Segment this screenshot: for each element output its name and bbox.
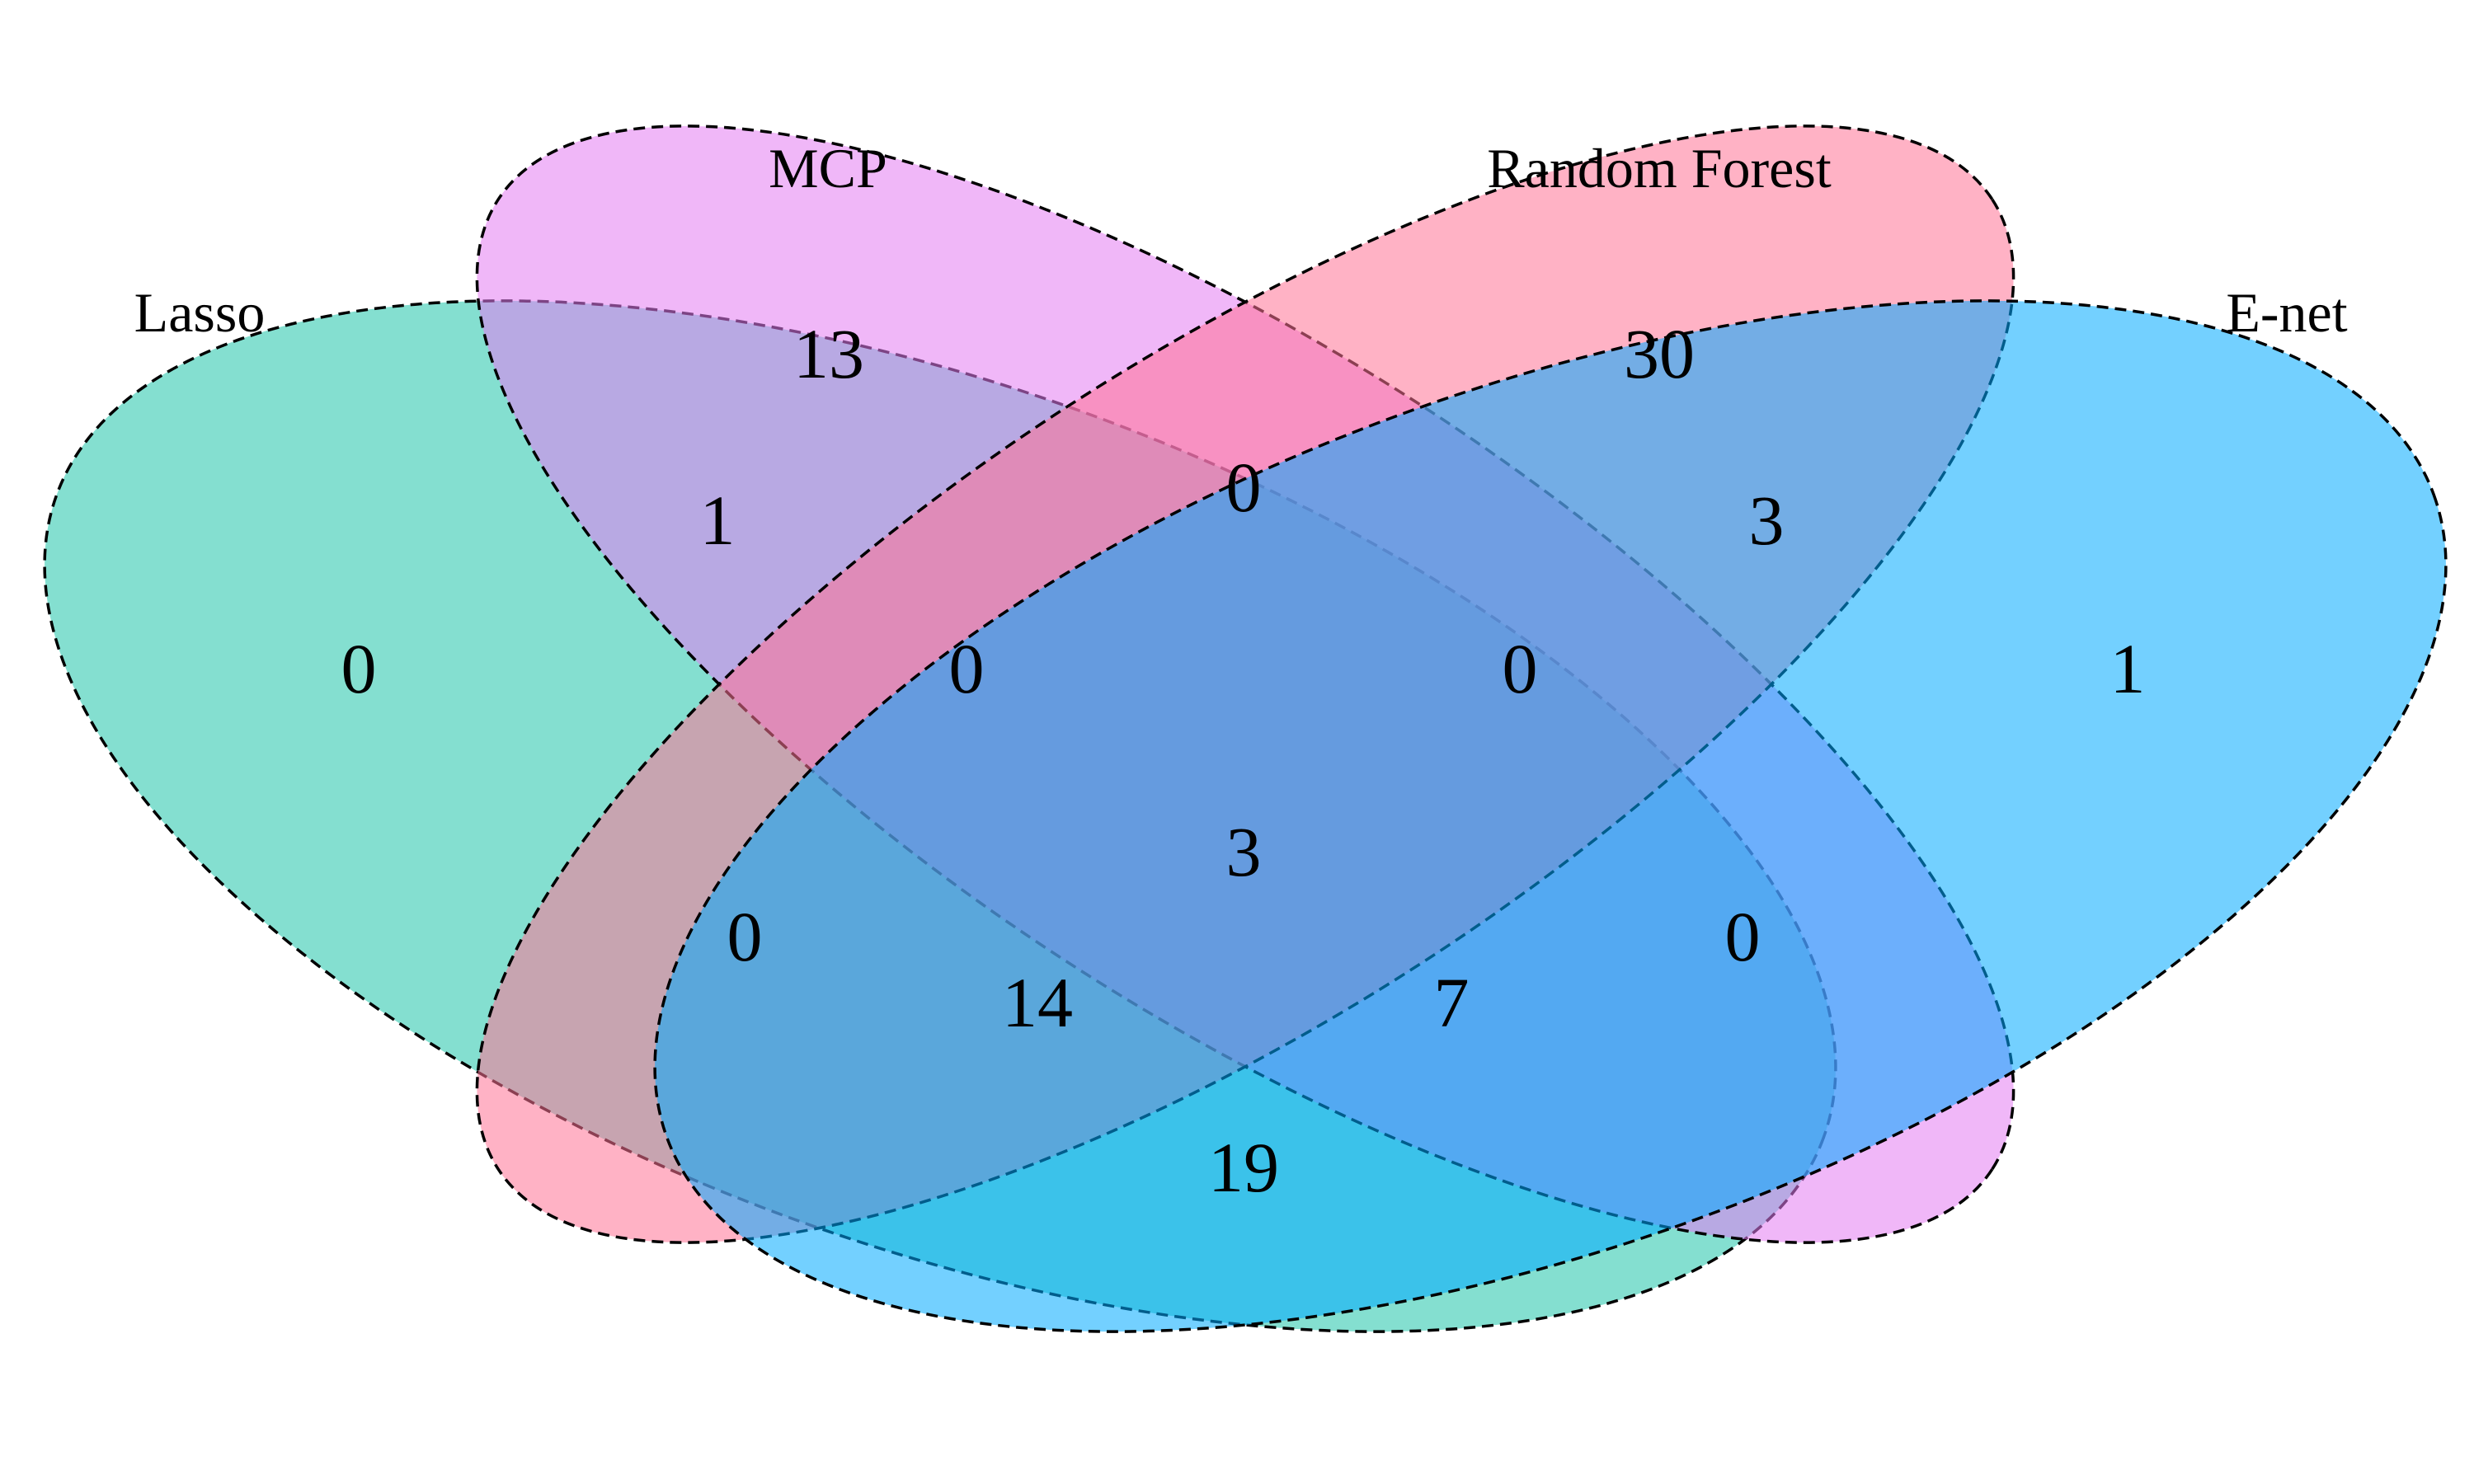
count-mcp-rf-enet: 0 (1503, 629, 1538, 708)
count-lasso-rf: 0 (727, 897, 763, 976)
set-label-lasso: Lasso (134, 281, 266, 344)
count-lasso-mcp-rf: 0 (949, 629, 985, 708)
set-label-mcp: MCP (769, 137, 887, 200)
count-mcp-rf: 0 (1226, 448, 1262, 527)
count-lasso-enet: 19 (1208, 1128, 1279, 1207)
set-label-enet: E-net (2226, 281, 2347, 344)
set-enet-ellipse (653, 299, 2448, 1333)
count-rf-only: 30 (1624, 314, 1695, 393)
count-all-four: 3 (1226, 812, 1262, 891)
count-lasso-mcp: 1 (700, 481, 736, 560)
count-rf-enet: 3 (1749, 481, 1785, 560)
count-lasso-mcp-enet: 7 (1434, 963, 1470, 1042)
count-mcp-enet: 0 (1725, 897, 1761, 976)
count-enet-only: 1 (2110, 629, 2146, 708)
count-mcp-only: 13 (793, 314, 864, 393)
count-lasso-only: 0 (341, 629, 377, 708)
count-lasso-rf-enet: 14 (1002, 963, 1073, 1042)
set-label-random-forest: Random Forest (1487, 137, 1832, 200)
